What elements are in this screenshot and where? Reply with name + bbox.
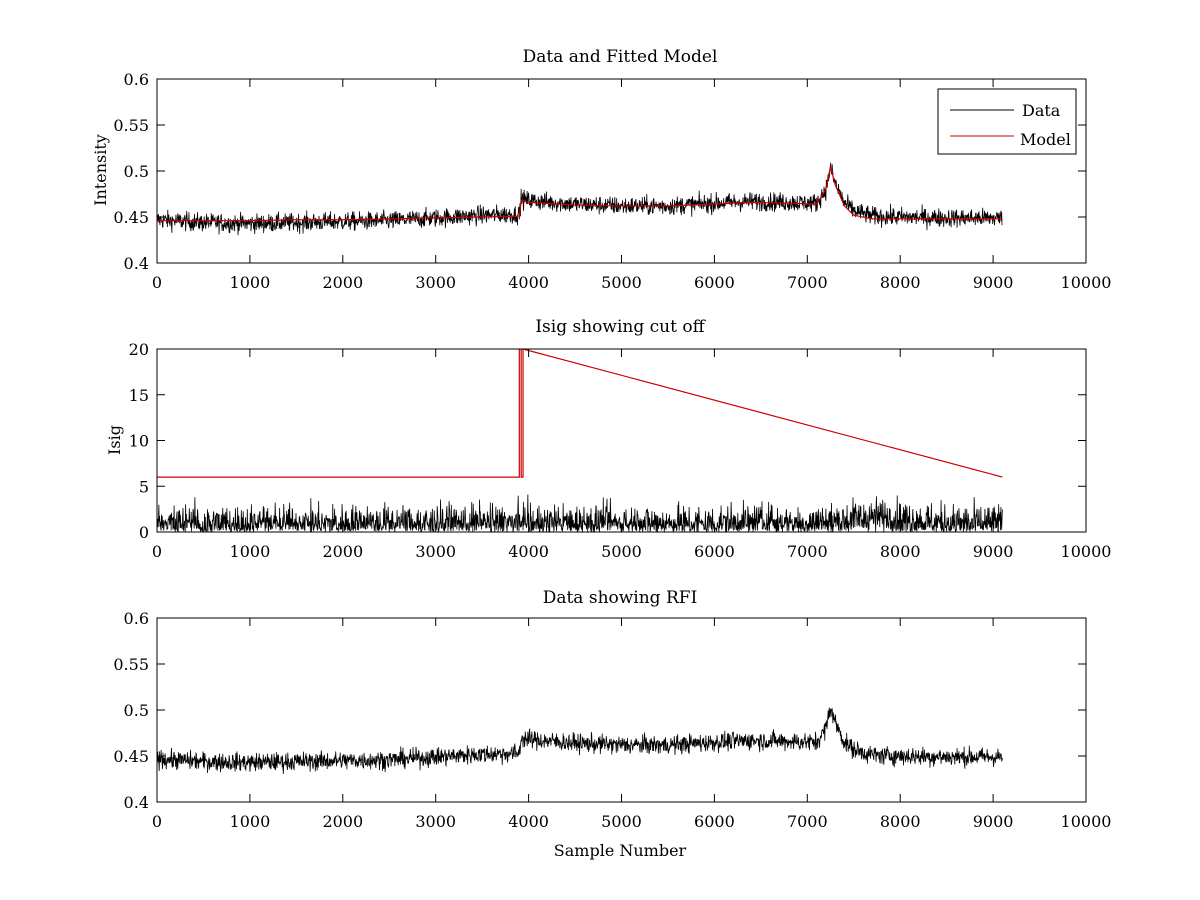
x-tick-label: 4000 [508,542,549,561]
y-tick-label: 10 [129,432,149,451]
x-tick-label: 0 [152,273,162,292]
y-tick-label: 0.4 [124,254,149,273]
plot-area: 0 1000 2000 3000 4000 5000 6000 7000 8000 9000 100… [113,609,1111,831]
legend-box [937,88,1077,155]
series-line-signal [157,707,1003,774]
legend: Data Model [937,88,1077,155]
x-tick-label: 1000 [230,542,271,561]
x-tick-label: 6000 [694,542,735,561]
series-line-data [157,162,1003,236]
panel-title: Data and Fitted Model [523,47,718,67]
x-tick-label: 7000 [787,542,828,561]
x-tick-label: 4000 [508,273,549,292]
y-tick-label: 0.45 [113,747,149,766]
x-axis-label: Sample Number [554,841,687,860]
rfi-panel: Data showing RFI Sample Number 0 1000 2000… [113,588,1111,860]
x-tick-label: 7000 [787,812,828,831]
series-group [157,707,1003,774]
x-tick-label: 9000 [973,273,1014,292]
x-tick-label: 2000 [322,542,363,561]
x-tick-label: 9000 [973,542,1014,561]
series-group [157,162,1003,236]
x-tick-label: 7000 [787,273,828,292]
x-tick-label: 6000 [694,812,735,831]
y-axis-label: Intensity [91,134,110,206]
y-tick-label: 5 [139,477,149,496]
x-tick-label: 0 [152,542,162,561]
isig-panel: Isig showing cut off Isig 0 1000 2000 3000 4… [105,317,1111,561]
intensity-panel: Data and Fitted Model Intensity 0 1000 200… [91,47,1111,292]
series-line-signal [157,494,1003,532]
series-group [157,349,1003,532]
x-tick-label: 9000 [973,812,1014,831]
x-tick-label: 3000 [415,812,456,831]
y-tick-label: 0.4 [124,793,149,812]
x-tick-label: 5000 [601,812,642,831]
x-tick-label: 10000 [1061,273,1112,292]
x-tick-label: 8000 [880,542,921,561]
x-tick-label: 3000 [415,542,456,561]
x-tick-label: 2000 [322,812,363,831]
x-tick-label: 6000 [694,273,735,292]
y-tick-label: 0.5 [124,701,149,720]
x-tick-label: 1000 [230,812,271,831]
y-tick-label: 0.45 [113,208,149,227]
x-tick-label: 0 [152,812,162,831]
y-tick-label: 15 [129,386,149,405]
series-line-model [157,166,1003,222]
legend-label-model: Model [1020,130,1071,149]
panel-title: Isig showing cut off [535,317,706,337]
y-tick-label: 0.55 [113,116,149,135]
x-tick-label: 5000 [601,542,642,561]
x-tick-label: 4000 [508,812,549,831]
y-tick-label: 20 [129,340,149,359]
series-line-cutoff [157,349,1003,478]
x-tick-label: 1000 [230,273,271,292]
x-tick-label: 8000 [880,812,921,831]
y-tick-label: 0.5 [124,162,149,181]
y-tick-label: 0.55 [113,655,149,674]
y-tick-label: 0.6 [124,70,149,89]
y-axis-label: Isig [105,425,124,455]
x-tick-label: 5000 [601,273,642,292]
x-tick-label: 3000 [415,273,456,292]
x-tick-label: 2000 [322,273,363,292]
x-tick-label: 10000 [1061,812,1112,831]
y-tick-label: 0 [139,523,149,542]
panel-title: Data showing RFI [543,588,698,608]
x-tick-label: 8000 [880,273,921,292]
x-tick-label: 10000 [1061,542,1112,561]
legend-label-data: Data [1022,101,1061,120]
y-tick-label: 0.6 [124,609,149,628]
plot-area: 0 1000 2000 3000 4000 5000 6000 7000 8000 9000 100… [129,340,1112,561]
plot-area: 0 1000 2000 3000 4000 5000 6000 7000 8000 9000 100… [113,70,1111,292]
